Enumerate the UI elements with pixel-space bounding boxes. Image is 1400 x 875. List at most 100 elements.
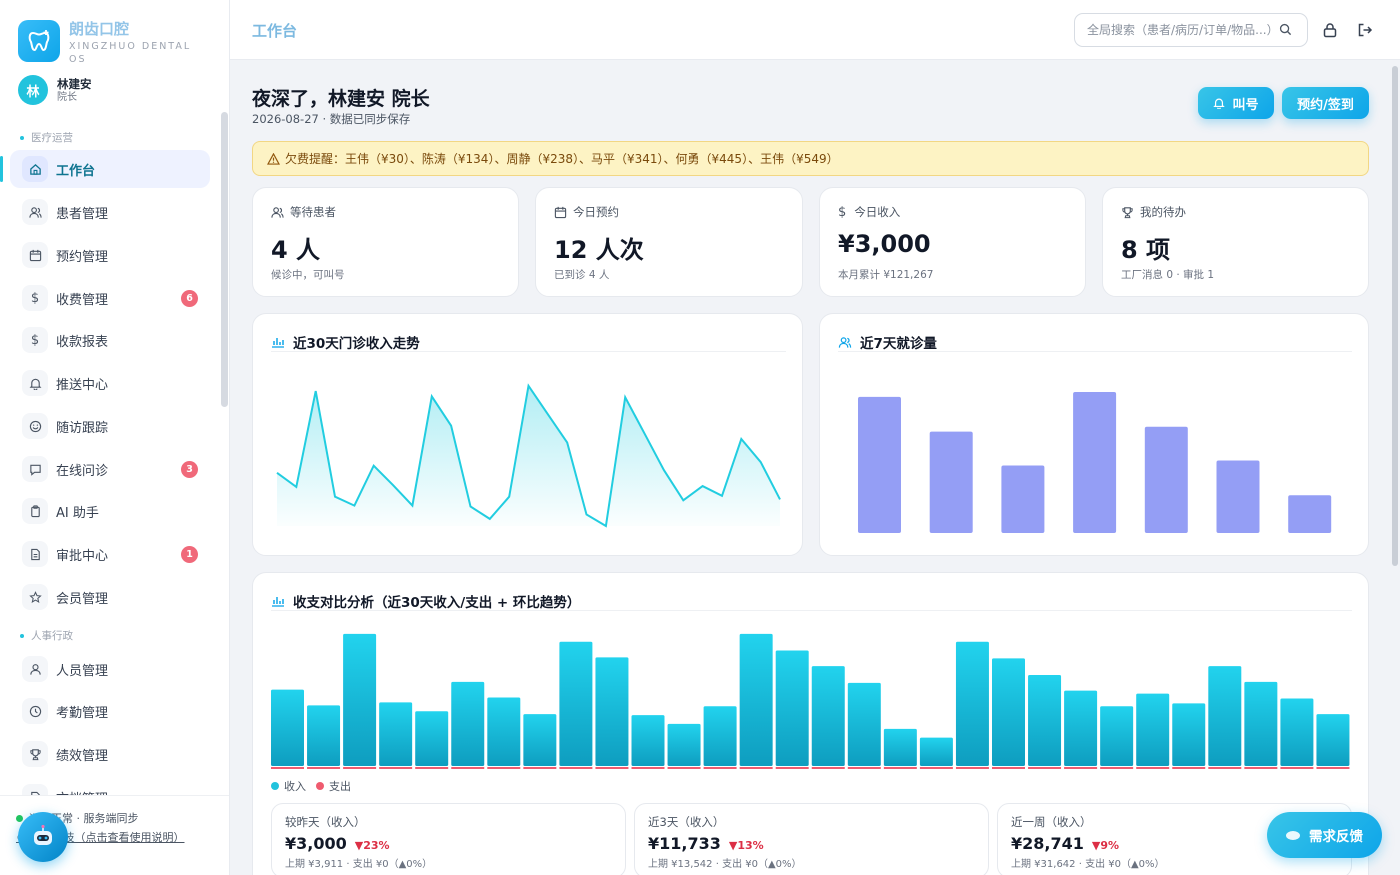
- sidebar-item-label: 绩效管理: [56, 748, 109, 764]
- user-profile[interactable]: 林 林建安 院长: [18, 75, 92, 105]
- expense-bar: [271, 767, 304, 769]
- brand-name: 朗齿口腔: [69, 20, 130, 38]
- stat-label: 等待患者: [290, 205, 336, 219]
- stat-card-appointments[interactable]: 今日预约 12 人次 已到诊 4 人: [535, 187, 803, 297]
- appointment-checkin-button[interactable]: 预约/签到: [1282, 87, 1369, 119]
- stat-value: 12 人次: [554, 236, 644, 264]
- approval-badge: 1: [181, 545, 198, 563]
- expense-bar: [1028, 767, 1062, 769]
- call-number-button[interactable]: 叫号: [1198, 87, 1274, 119]
- visits-bar: [1288, 495, 1332, 533]
- clock-icon: [22, 698, 48, 724]
- compare-label: 较昨天（收入）: [285, 815, 366, 829]
- sidebar-item-push-center[interactable]: 推送中心: [10, 364, 210, 402]
- sidebar-item-payment-report[interactable]: $ 收款报表: [10, 321, 210, 359]
- search-input[interactable]: [1087, 23, 1279, 37]
- sidebar-item-appointments[interactable]: 预约管理: [10, 236, 210, 274]
- date-sync-line: 2026-08-27 · 数据已同步保存: [252, 112, 411, 126]
- income-bar: [847, 682, 881, 766]
- visits-bar: [1073, 391, 1117, 533]
- sidebar-item-ai-assistant[interactable]: AI 助手: [10, 492, 210, 530]
- income-bar: [631, 715, 665, 766]
- chart-legend: 收入 支出: [271, 778, 351, 794]
- sidebar-item-followup[interactable]: 随访跟踪: [10, 407, 210, 445]
- visits-bar-chart: [858, 391, 1332, 533]
- expense-bar: [1280, 767, 1314, 769]
- income-bar: [1172, 703, 1206, 766]
- sidebar-item-attendance[interactable]: 考勤管理: [10, 692, 210, 730]
- logout-icon[interactable]: [1355, 20, 1375, 40]
- search-icon[interactable]: [1279, 21, 1292, 40]
- compare-card-3days[interactable]: 近3天（收入） ¥11,733 ▼13% 上期 ¥13,542 · 支出 ¥0（▲…: [634, 803, 989, 875]
- expense-bar: [1064, 767, 1098, 769]
- brand[interactable]: 朗齿口腔 XINGZHUO DENTAL OS: [18, 20, 199, 66]
- sidebar-item-label: 会员管理: [56, 591, 109, 607]
- compare-sub: 上期 ¥13,542 · 支出 ¥0（▲0%）: [648, 859, 802, 870]
- sidebar-item-performance[interactable]: 绩效管理: [10, 735, 210, 773]
- expense-bar: [1172, 767, 1206, 769]
- sidebar-item-label: 在线问诊: [56, 463, 109, 479]
- income-bar: [307, 705, 341, 766]
- dollar-icon: $: [22, 327, 48, 353]
- stat-card-todo[interactable]: 我的待办 8 项 工厂消息 0 · 审批 1: [1102, 187, 1369, 297]
- compare-card-week[interactable]: 近一周（收入） ¥28,741 ▼9% 上期 ¥31,642 · 支出 ¥0（▲0…: [997, 803, 1352, 875]
- sidebar-item-label: 工作台: [56, 163, 96, 179]
- income-legend-dot: [271, 782, 279, 790]
- expense-bar: [847, 767, 881, 769]
- stat-card-income[interactable]: $ 今日收入 ¥3,000 本月累计 ¥121,267: [819, 187, 1086, 297]
- legend-expense: 支出: [329, 780, 351, 793]
- sidebar-item-label: 推送中心: [56, 377, 109, 393]
- income-bar: [992, 658, 1025, 766]
- income-bar: [451, 681, 485, 766]
- income-bar: [919, 737, 953, 766]
- billing-badge: 6: [181, 289, 198, 307]
- sidebar-item-online-consult[interactable]: 在线问诊 3: [10, 450, 210, 488]
- star-icon: [22, 584, 48, 610]
- compare-sub: 上期 ¥31,642 · 支出 ¥0（▲0%）: [1011, 859, 1165, 870]
- expense-bar: [992, 767, 1025, 769]
- expense-bar: [955, 767, 989, 769]
- file-icon: [22, 541, 48, 567]
- main-scrollbar[interactable]: [1392, 66, 1398, 566]
- feedback-button[interactable]: 需求反馈: [1267, 812, 1382, 858]
- lock-icon[interactable]: [1320, 20, 1340, 40]
- compare-value: ¥11,733: [648, 834, 721, 853]
- expense-bar: [739, 767, 773, 769]
- dollar-icon: $: [838, 204, 847, 220]
- consult-badge: 3: [181, 460, 198, 478]
- income-bar: [1028, 674, 1062, 766]
- income-bar: [1208, 666, 1242, 766]
- stat-card-waiting[interactable]: 等待患者 4 人 候诊中，可叫号: [252, 187, 519, 297]
- sidebar-scrollbar[interactable]: [221, 112, 228, 407]
- sidebar-item-workbench[interactable]: 工作台: [0, 150, 210, 188]
- expense-bar: [379, 767, 413, 769]
- user-icon: [22, 656, 48, 682]
- robot-icon: [34, 824, 52, 845]
- income-bar: [1100, 706, 1134, 766]
- sidebar-item-approval[interactable]: 审批中心 1: [10, 535, 210, 573]
- arrears-alert[interactable]: 欠费提醒：王伟（¥30）、陈涛（¥134）、周静（¥238）、马平（¥341）、…: [252, 141, 1369, 176]
- chart-title: 近30天门诊收入走势: [293, 336, 420, 352]
- status-dot: [16, 814, 23, 822]
- income-expense-card: 收支对比分析（近30天收入/支出 + 环比趋势） 收入 支出 较昨天（收入） ¥…: [252, 572, 1369, 875]
- sidebar-item-label: 收款报表: [56, 334, 109, 350]
- compare-value: ¥28,741: [1011, 834, 1084, 853]
- expense-bar: [703, 767, 737, 769]
- legend-income: 收入: [284, 780, 306, 793]
- ai-robot-button[interactable]: [18, 812, 68, 862]
- revenue-trend-card: 近30天门诊收入走势: [252, 313, 803, 556]
- sidebar-item-billing[interactable]: $ 收费管理 6: [10, 279, 210, 317]
- expense-bar: [523, 767, 557, 769]
- trophy-icon: [1122, 206, 1133, 218]
- brand-subtitle: XINGZHUO DENTAL OS: [69, 41, 192, 65]
- sidebar-item-membership[interactable]: 会员管理: [10, 578, 210, 616]
- sidebar-item-patients[interactable]: 患者管理: [10, 193, 210, 231]
- expense-bar: [1208, 767, 1242, 769]
- visits-bar: [929, 431, 973, 533]
- compare-card-yesterday[interactable]: 较昨天（收入） ¥3,000 ▼23% 上期 ¥3,911 · 支出 ¥0（▲0%…: [271, 803, 626, 875]
- expense-bar: [919, 767, 953, 769]
- sidebar-item-staff[interactable]: 人员管理: [10, 650, 210, 688]
- trophy-icon: [22, 741, 48, 767]
- income-bar: [703, 706, 737, 766]
- global-search[interactable]: [1074, 13, 1308, 47]
